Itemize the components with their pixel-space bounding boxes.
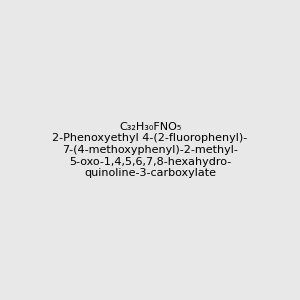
Text: C₃₂H₃₀FNO₅
2-Phenoxyethyl 4-(2-fluorophenyl)-
7-(4-methoxyphenyl)-2-methyl-
5-ox: C₃₂H₃₀FNO₅ 2-Phenoxyethyl 4-(2-fluorophe… bbox=[52, 122, 247, 178]
